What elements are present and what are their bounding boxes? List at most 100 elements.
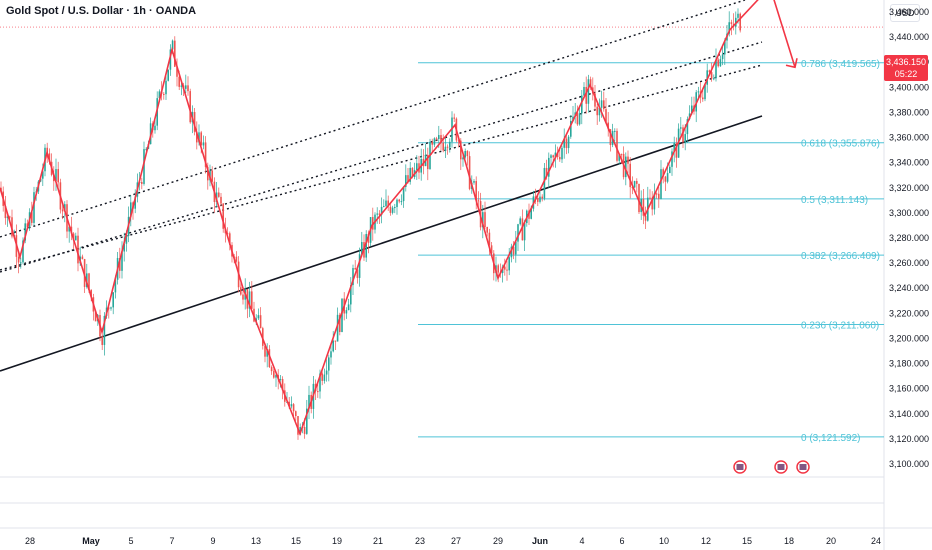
candle-body bbox=[684, 134, 686, 143]
candle-body bbox=[55, 169, 57, 182]
candle-body bbox=[259, 315, 262, 329]
candle-body bbox=[636, 181, 638, 184]
candle-body bbox=[484, 212, 486, 227]
candle-body bbox=[457, 140, 460, 142]
candle-body bbox=[178, 76, 180, 87]
candle-body bbox=[409, 167, 411, 182]
channel-lower-line bbox=[0, 64, 763, 271]
candle-body bbox=[4, 205, 7, 219]
x-tick-label: 10 bbox=[659, 536, 669, 546]
candle-body bbox=[391, 207, 394, 213]
candle-body bbox=[506, 269, 508, 271]
candle-body bbox=[697, 91, 700, 93]
candle-body bbox=[475, 181, 477, 201]
candle-body bbox=[548, 157, 550, 177]
candle-body bbox=[620, 153, 623, 155]
candle-body bbox=[308, 394, 310, 409]
candle-body bbox=[576, 112, 579, 125]
candle-body bbox=[303, 427, 306, 434]
candle-body bbox=[519, 218, 521, 225]
candle-body bbox=[88, 273, 90, 290]
currency-button[interactable]: USD bbox=[890, 4, 920, 22]
candle-body bbox=[134, 196, 136, 209]
x-tick-label: 15 bbox=[291, 536, 301, 546]
candle-body bbox=[328, 357, 330, 371]
candle-body bbox=[405, 175, 407, 187]
candle-body bbox=[556, 152, 559, 158]
candle-body bbox=[565, 138, 568, 149]
channel-middle-line bbox=[0, 41, 763, 273]
candle-body bbox=[655, 193, 658, 195]
candle-body bbox=[207, 167, 209, 181]
candle-body bbox=[288, 401, 290, 407]
candle-body bbox=[515, 241, 517, 255]
candle-body bbox=[482, 212, 484, 228]
y-tick-label: 3,380.000 bbox=[889, 107, 929, 117]
pattern-arrowhead bbox=[785, 58, 798, 69]
candle-body bbox=[510, 246, 513, 258]
candle-body bbox=[323, 374, 326, 381]
candle-body bbox=[739, 13, 741, 31]
candle-body bbox=[121, 251, 123, 271]
candle-body bbox=[268, 349, 271, 368]
candle-body bbox=[737, 13, 739, 18]
candle-body bbox=[325, 370, 328, 375]
candle-body bbox=[110, 307, 112, 309]
candle-body bbox=[341, 298, 343, 332]
current-price: 3,436.150 bbox=[885, 57, 927, 67]
candle-body bbox=[273, 371, 275, 378]
x-tick-label: 19 bbox=[332, 536, 342, 546]
candle-body bbox=[81, 256, 84, 260]
candle-body bbox=[68, 226, 70, 232]
candle-body bbox=[433, 138, 436, 145]
y-tick-label: 3,260.000 bbox=[889, 258, 929, 268]
candle-body bbox=[334, 340, 337, 342]
y-tick-label: 3,140.000 bbox=[889, 409, 929, 419]
candle-body bbox=[596, 106, 598, 116]
candle-body bbox=[603, 100, 605, 110]
y-tick-label: 3,160.000 bbox=[889, 384, 929, 394]
x-tick-label: 6 bbox=[619, 536, 624, 546]
candle-body bbox=[330, 351, 332, 358]
candle-body bbox=[297, 416, 299, 435]
candle-body bbox=[673, 143, 675, 152]
candle-body bbox=[248, 291, 251, 309]
candle-body bbox=[486, 226, 488, 233]
candle-body bbox=[17, 256, 20, 263]
candle-body bbox=[339, 314, 341, 332]
candle-body bbox=[435, 138, 438, 140]
candle-body bbox=[193, 112, 196, 132]
candle-body bbox=[292, 404, 295, 412]
candle-body bbox=[541, 196, 543, 199]
candle-body bbox=[376, 213, 378, 215]
candle-body bbox=[666, 173, 669, 182]
candle-body bbox=[523, 223, 526, 241]
candle-body bbox=[570, 120, 572, 137]
candle-body bbox=[627, 156, 629, 164]
candle-body bbox=[169, 49, 172, 70]
candle-body bbox=[336, 314, 339, 342]
candle-body bbox=[123, 243, 125, 252]
x-tick-label: 9 bbox=[210, 536, 215, 546]
candle-body bbox=[567, 136, 570, 149]
candle-body bbox=[103, 315, 106, 345]
candle-body bbox=[398, 199, 400, 202]
candle-body bbox=[563, 138, 565, 148]
candle-body bbox=[715, 59, 717, 79]
candle-body bbox=[196, 131, 198, 143]
candle-body bbox=[165, 80, 167, 95]
candle-body bbox=[710, 72, 713, 79]
candle-body bbox=[559, 157, 561, 160]
candle-body bbox=[702, 97, 704, 100]
x-tick-label: 23 bbox=[415, 536, 425, 546]
candle-body bbox=[61, 209, 64, 212]
candle-body bbox=[651, 197, 653, 210]
candle-body bbox=[488, 232, 491, 246]
candle-body bbox=[189, 91, 191, 123]
candle-body bbox=[64, 204, 66, 212]
candle-body bbox=[730, 22, 733, 24]
candle-body bbox=[618, 153, 620, 161]
candle-body bbox=[380, 206, 383, 215]
candle-body bbox=[561, 147, 563, 160]
